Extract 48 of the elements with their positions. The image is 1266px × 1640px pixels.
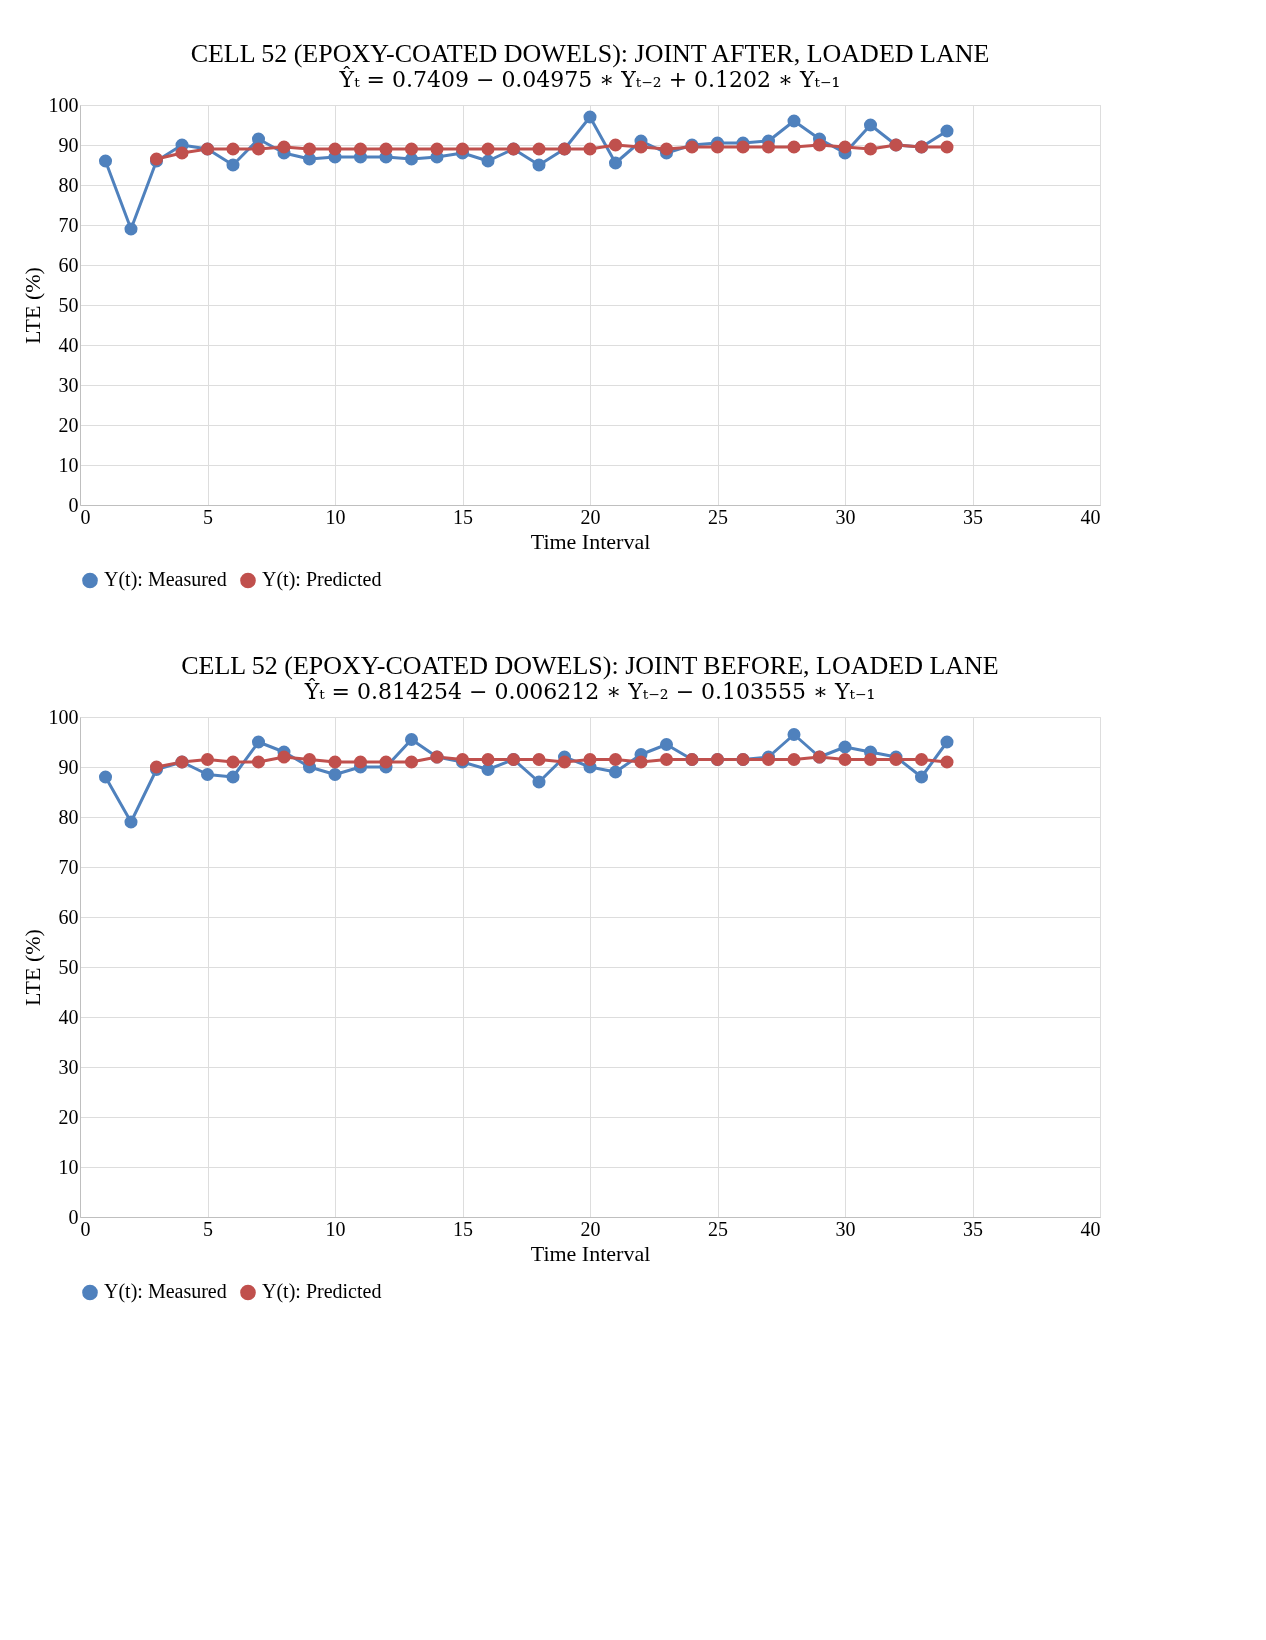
y-tick-label: 50: [58, 955, 79, 978]
chart-subtitle: Ŷₜ = 0.7409 − 0.04975 ∗ Yₜ₋₂ + 0.1202 ∗ Yₜ₋₁: [338, 66, 841, 92]
y-tick-label: 100: [48, 705, 79, 728]
x-tick-label: 40: [1080, 505, 1101, 528]
x-axis-title: Time Interval: [530, 1240, 651, 1266]
y-tick-label: 70: [58, 855, 79, 878]
y-tick-label: 70: [58, 213, 79, 236]
x-tick-label: 35: [963, 505, 983, 528]
x-tick-label: 35: [963, 1217, 983, 1240]
y-tick-label: 90: [58, 133, 79, 156]
y-tick-label: 40: [58, 333, 79, 356]
x-tick-label: 10: [325, 1217, 346, 1240]
chart-title: CELL 52 (EPOXY-COATED DOWELS): JOINT BEFORE, LOADED LANE: [181, 651, 999, 680]
chart-title: CELL 52 (EPOXY-COATED DOWELS): JOINT AFTER, LOADED LANE: [190, 39, 990, 68]
y-tick-label: 90: [58, 755, 79, 778]
y-tick-label: 50: [58, 293, 79, 316]
y-tick-label: 10: [58, 453, 79, 476]
y-tick-label: 60: [58, 905, 79, 928]
y-tick-label: 20: [58, 413, 79, 436]
x-tick-label: 20: [580, 505, 601, 528]
x-tick-label: 5: [203, 1217, 213, 1240]
chart-subtitle: Ŷₜ = 0.814254 − 0.006212 ∗ Yₜ₋₂ − 0.103555 ∗ Yₜ₋₁: [303, 678, 876, 704]
legend-label: Y(t): Measured: [104, 1280, 227, 1304]
y-tick-label: 10: [58, 1155, 79, 1178]
y-tick-label: 80: [58, 173, 79, 196]
x-tick-label: 20: [580, 1217, 601, 1240]
y-tick-label: 20: [58, 1105, 79, 1128]
x-tick-label: 30: [835, 1217, 856, 1240]
legend-label: Y(t): Measured: [104, 568, 227, 592]
legend-label: Y(t): Predicted: [262, 1280, 382, 1304]
x-tick-label: 15: [453, 1217, 473, 1240]
x-tick-label: 25: [708, 505, 728, 528]
y-axis-title: LTE (%): [19, 929, 45, 1006]
y-axis-title: LTE (%): [19, 267, 45, 344]
y-tick-label: 30: [58, 1055, 79, 1078]
x-tick-label: 30: [835, 505, 856, 528]
y-tick-label: 40: [58, 1005, 79, 1028]
x-tick-label: 15: [453, 505, 473, 528]
x-tick-label: 25: [708, 1217, 728, 1240]
y-tick-label: 80: [58, 805, 79, 828]
y-tick-label: 100: [48, 93, 79, 116]
y-tick-label: 60: [58, 253, 79, 276]
x-tick-label: 10: [325, 505, 346, 528]
legend-label: Y(t): Predicted: [262, 568, 382, 592]
x-tick-label: 5: [203, 505, 213, 528]
y-tick-label: 30: [58, 373, 79, 396]
x-axis-title: Time Interval: [530, 528, 651, 554]
x-tick-label: 40: [1080, 1217, 1101, 1240]
